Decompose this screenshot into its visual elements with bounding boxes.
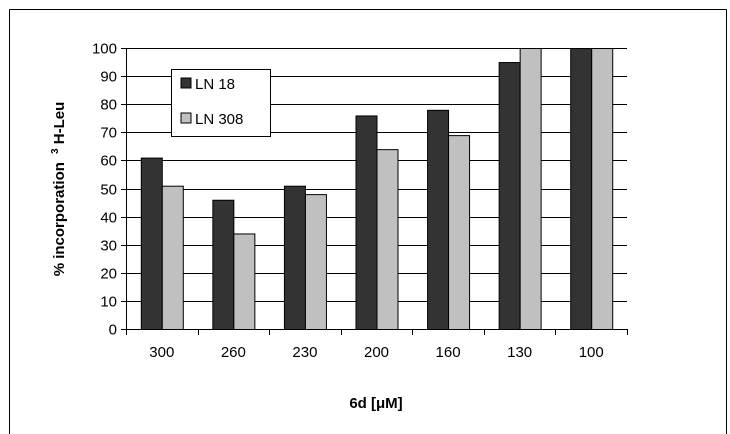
bar-ln-308-130 — [519, 48, 542, 330]
x-tick-label-200: 200 — [364, 344, 389, 361]
y-tick-label-100: 100 — [92, 41, 117, 58]
bar-ln-308-160 — [448, 135, 471, 330]
legend-label-ln-308: LN 308 — [195, 111, 243, 128]
y-axis-label-superscript: 3 — [50, 148, 61, 154]
y-axis-label-suffix: H-Leu — [51, 102, 68, 145]
x-tick-label-100: 100 — [579, 344, 604, 361]
bar-ln-308-300 — [161, 185, 184, 330]
bar-ln-18-160 — [427, 109, 450, 330]
y-tick-label-20: 20 — [100, 266, 117, 283]
y-axis-label-text: % incorporation — [51, 162, 68, 276]
x-tick-label-160: 160 — [436, 344, 461, 361]
legend-label-ln-18: LN 18 — [195, 76, 235, 93]
y-tick-label-90: 90 — [100, 69, 117, 86]
legend: LN 18 LN 308 — [171, 69, 271, 137]
bar-ln-18-200 — [355, 115, 378, 330]
bar-ln-18-260 — [212, 199, 235, 330]
bar-ln-18-130 — [498, 62, 521, 331]
x-tick-label-230: 230 — [292, 344, 317, 361]
y-axis-label: % incorporation 3 H-Leu — [45, 102, 68, 277]
y-tick-label-70: 70 — [100, 125, 117, 142]
y-tick-label-30: 30 — [100, 238, 117, 255]
bar-ln-308-200 — [376, 149, 399, 330]
x-tick-label-260: 260 — [221, 344, 246, 361]
y-tick-label-10: 10 — [100, 294, 117, 311]
bar-ln-18-100 — [570, 48, 593, 330]
legend-swatch-ln-18 — [180, 77, 192, 89]
legend-swatch-ln-308 — [180, 112, 192, 124]
x-tick-label-300: 300 — [149, 344, 174, 361]
y-tick-label-50: 50 — [100, 182, 117, 199]
bar-ln-308-230 — [304, 194, 327, 330]
y-tick-label-60: 60 — [100, 153, 117, 170]
y-tick-label-40: 40 — [100, 210, 117, 227]
bar-ln-308-260 — [233, 233, 256, 331]
bar-ln-18-300 — [140, 157, 163, 330]
tick-labels: 0 10 20 30 40 50 60 70 80 90 100 300 260 230 200 160 130… — [92, 41, 604, 362]
axes — [121, 48, 628, 335]
x-axis-label: 6d [μM] — [349, 395, 402, 412]
bar-ln-18-230 — [283, 185, 306, 330]
chart-frame — [9, 9, 727, 434]
bars — [140, 48, 614, 331]
y-tick-label-0: 0 — [109, 322, 117, 339]
y-tick-label-80: 80 — [100, 97, 117, 114]
bar-ln-308-100 — [591, 48, 614, 330]
x-tick-label-130: 130 — [507, 344, 532, 361]
